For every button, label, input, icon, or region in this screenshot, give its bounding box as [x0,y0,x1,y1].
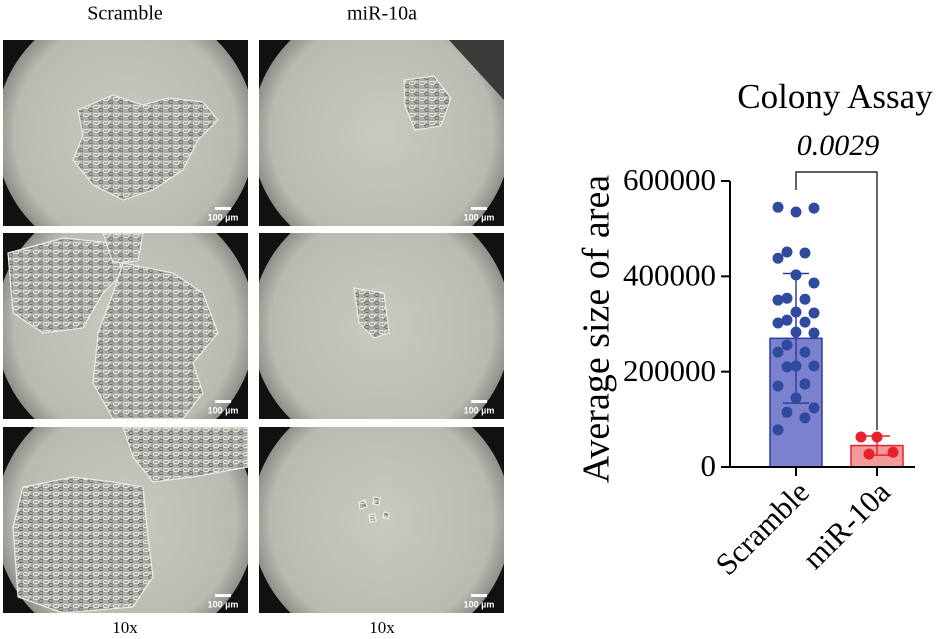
data-point [799,247,811,259]
data-point [772,294,784,306]
field-group [3,427,248,613]
data-point [781,406,793,418]
data-point [790,306,802,318]
colony [72,94,219,201]
y-tick-label: 400000 [623,257,716,292]
colony [403,75,452,131]
colony [353,287,390,339]
colony [12,476,154,613]
data-point [808,202,820,214]
y-tick-label: 200000 [623,353,716,388]
micrograph: 100 µm [259,427,504,613]
field-group [259,40,504,226]
data-point [799,316,811,328]
data-point [799,346,811,358]
scale-bar [471,207,487,210]
data-point [772,424,784,436]
data-point [808,307,820,319]
data-point [799,378,811,390]
micrograph: 100 µm [259,40,504,226]
magnification: 10x [112,618,138,637]
data-point [772,346,784,358]
data-point [781,292,793,304]
colony [7,237,124,334]
scale-bar-label: 100 µm [464,212,495,222]
scale-bar-label: 100 µm [208,212,239,222]
data-point [808,327,820,339]
significance-bracket [795,171,878,430]
field-group [3,233,248,419]
y-axis-label: Average size of area [576,175,618,483]
data-point [790,392,802,404]
micrograph: 100 µm [3,427,248,613]
data-point [871,431,883,443]
data-point [772,317,784,329]
scale-bar [471,594,487,597]
data-point [799,412,811,424]
data-point [790,269,802,281]
scale-bar-label: 100 µm [208,599,239,609]
field-group [259,233,504,419]
data-point [808,277,820,289]
scale-bar-label: 100 µm [208,405,239,415]
scale-bar [471,400,487,403]
data-point [772,252,784,264]
scale-bar-label: 100 µm [464,599,495,609]
data-point [808,360,820,372]
data-point [790,206,802,218]
field-group [259,427,504,613]
field [259,427,504,613]
data-point [781,361,793,373]
data-point [772,380,784,392]
magnification: 10x [369,618,395,637]
p-value: 0.0029 [797,129,880,162]
x-tick-label: miR-10a [796,474,898,576]
data-point [772,201,784,213]
micrograph: 100 µm [259,233,504,419]
scale-bar [215,400,231,403]
x-tick-label: Scramble [708,474,816,582]
data-point [855,431,867,443]
colony [92,262,219,419]
y-tick-label: 0 [701,448,717,483]
data-point [887,446,899,458]
data-point [781,339,793,351]
colony [102,233,144,264]
chart-title: Colony Assay [737,77,933,116]
data-point [781,314,793,326]
colony [358,499,368,510]
data-point [799,293,811,305]
column-label: Scramble [87,3,163,25]
colony [372,496,381,506]
data-point [781,246,793,258]
scale-bar [215,594,231,597]
column-label: miR-10a [347,3,417,25]
data-point [790,360,802,372]
colony [368,513,377,523]
field-group [3,40,248,226]
scale-bar [215,207,231,210]
data-point [863,448,875,460]
data-point [808,402,820,414]
colony [382,511,390,520]
data-point [790,326,802,338]
shadow [449,40,504,100]
scale-bar-label: 100 µm [464,405,495,415]
micrograph: 100 µm [3,40,248,226]
y-tick-label: 600000 [623,162,716,197]
colony [122,427,248,483]
micrograph: 100 µm [3,233,248,419]
